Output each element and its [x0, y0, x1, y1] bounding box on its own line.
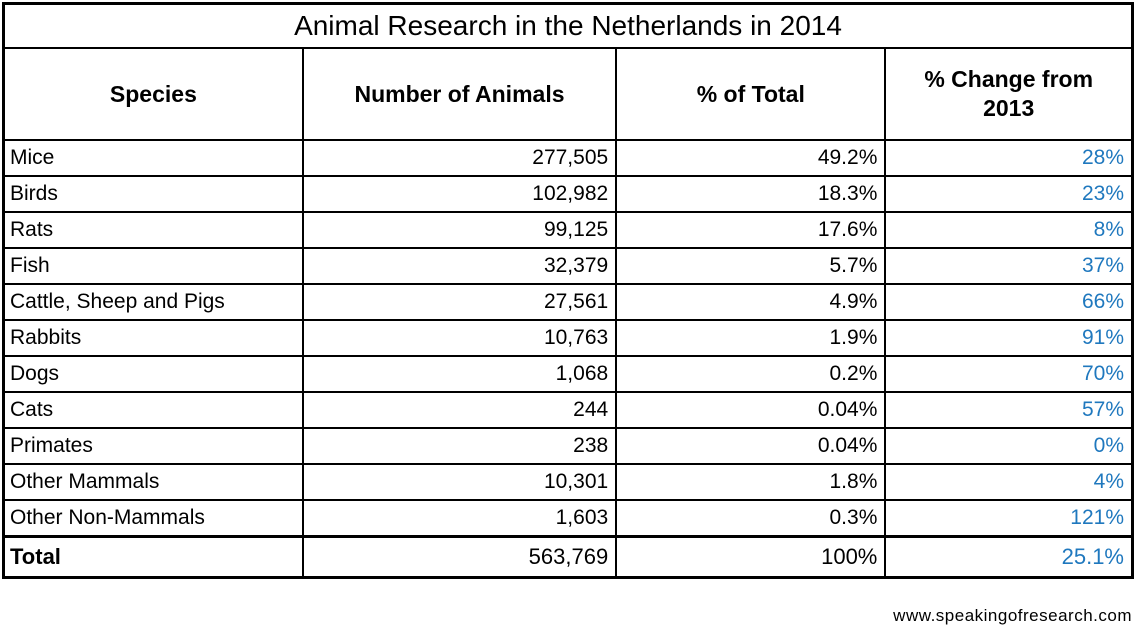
column-header-pct-change-from-2013: % Change from 2013 — [884, 47, 1134, 141]
number-cell: 10,763 — [301, 319, 618, 357]
pct-total-cell: 0.3% — [615, 499, 887, 538]
species-cell: Rabbits — [2, 319, 304, 357]
number-cell: 10,301 — [301, 463, 618, 501]
pct-total-cell: 17.6% — [615, 211, 887, 249]
table-row: Mice 277,505 49.2% 28% — [2, 139, 1134, 177]
pct-change-cell: 121% — [884, 499, 1134, 538]
table-row: Rabbits 10,763 1.9% 91% — [2, 319, 1134, 357]
pct-total-cell: 49.2% — [615, 139, 887, 177]
table-title: Animal Research in the Netherlands in 20… — [2, 2, 1134, 49]
species-cell: Cattle, Sheep and Pigs — [2, 283, 304, 321]
title-row: Animal Research in the Netherlands in 20… — [2, 2, 1134, 49]
pct-change-cell: 70% — [884, 355, 1134, 393]
total-label: Total — [2, 535, 304, 579]
table-row: Birds 102,982 18.3% 23% — [2, 175, 1134, 213]
pct-total-cell: 5.7% — [615, 247, 887, 285]
pct-total-cell: 0.04% — [615, 427, 887, 465]
number-cell: 238 — [301, 427, 618, 465]
pct-change-cell: 0% — [884, 427, 1134, 465]
number-cell: 27,561 — [301, 283, 618, 321]
table-row: Cattle, Sheep and Pigs 27,561 4.9% 66% — [2, 283, 1134, 321]
header-row: Species Number of Animals % of Total % C… — [2, 47, 1134, 141]
table-row: Other Mammals 10,301 1.8% 4% — [2, 463, 1134, 501]
species-cell: Primates — [2, 427, 304, 465]
total-pct-change: 25.1% — [884, 535, 1134, 579]
pct-change-cell: 37% — [884, 247, 1134, 285]
pct-change-cell: 8% — [884, 211, 1134, 249]
pct-total-cell: 0.2% — [615, 355, 887, 393]
pct-total-cell: 1.8% — [615, 463, 887, 501]
pct-change-cell: 91% — [884, 319, 1134, 357]
pct-change-cell: 57% — [884, 391, 1134, 429]
species-cell: Cats — [2, 391, 304, 429]
table-row: Other Non-Mammals 1,603 0.3% 121% — [2, 499, 1134, 538]
number-cell: 277,505 — [301, 139, 618, 177]
number-cell: 244 — [301, 391, 618, 429]
column-header-pct-of-total: % of Total — [615, 47, 887, 141]
pct-total-cell: 4.9% — [615, 283, 887, 321]
table-row: Primates 238 0.04% 0% — [2, 427, 1134, 465]
pct-total-cell: 0.04% — [615, 391, 887, 429]
species-cell: Other Mammals — [2, 463, 304, 501]
number-cell: 1,603 — [301, 499, 618, 538]
pct-change-cell: 4% — [884, 463, 1134, 501]
pct-change-cell: 66% — [884, 283, 1134, 321]
pct-change-cell: 23% — [884, 175, 1134, 213]
website-credit: www.speakingofresearch.com — [893, 606, 1132, 625]
pct-total-cell: 1.9% — [615, 319, 887, 357]
animal-research-table: Animal Research in the Netherlands in 20… — [2, 2, 1134, 579]
species-cell: Rats — [2, 211, 304, 249]
species-cell: Mice — [2, 139, 304, 177]
table-row: Dogs 1,068 0.2% 70% — [2, 355, 1134, 393]
species-cell: Dogs — [2, 355, 304, 393]
column-header-number-of-animals: Number of Animals — [301, 47, 618, 141]
table-row: Cats 244 0.04% 57% — [2, 391, 1134, 429]
species-cell: Fish — [2, 247, 304, 285]
number-cell: 102,982 — [301, 175, 618, 213]
total-row: Total 563,769 100% 25.1% — [2, 535, 1134, 579]
table-row: Rats 99,125 17.6% 8% — [2, 211, 1134, 249]
table-row: Fish 32,379 5.7% 37% — [2, 247, 1134, 285]
pct-change-cell: 28% — [884, 139, 1134, 177]
species-cell: Other Non-Mammals — [2, 499, 304, 538]
total-pct-of-total: 100% — [615, 535, 887, 579]
total-number-of-animals: 563,769 — [301, 535, 618, 579]
number-cell: 1,068 — [301, 355, 618, 393]
number-cell: 99,125 — [301, 211, 618, 249]
pct-total-cell: 18.3% — [615, 175, 887, 213]
species-cell: Birds — [2, 175, 304, 213]
column-header-species: Species — [2, 47, 304, 141]
number-cell: 32,379 — [301, 247, 618, 285]
